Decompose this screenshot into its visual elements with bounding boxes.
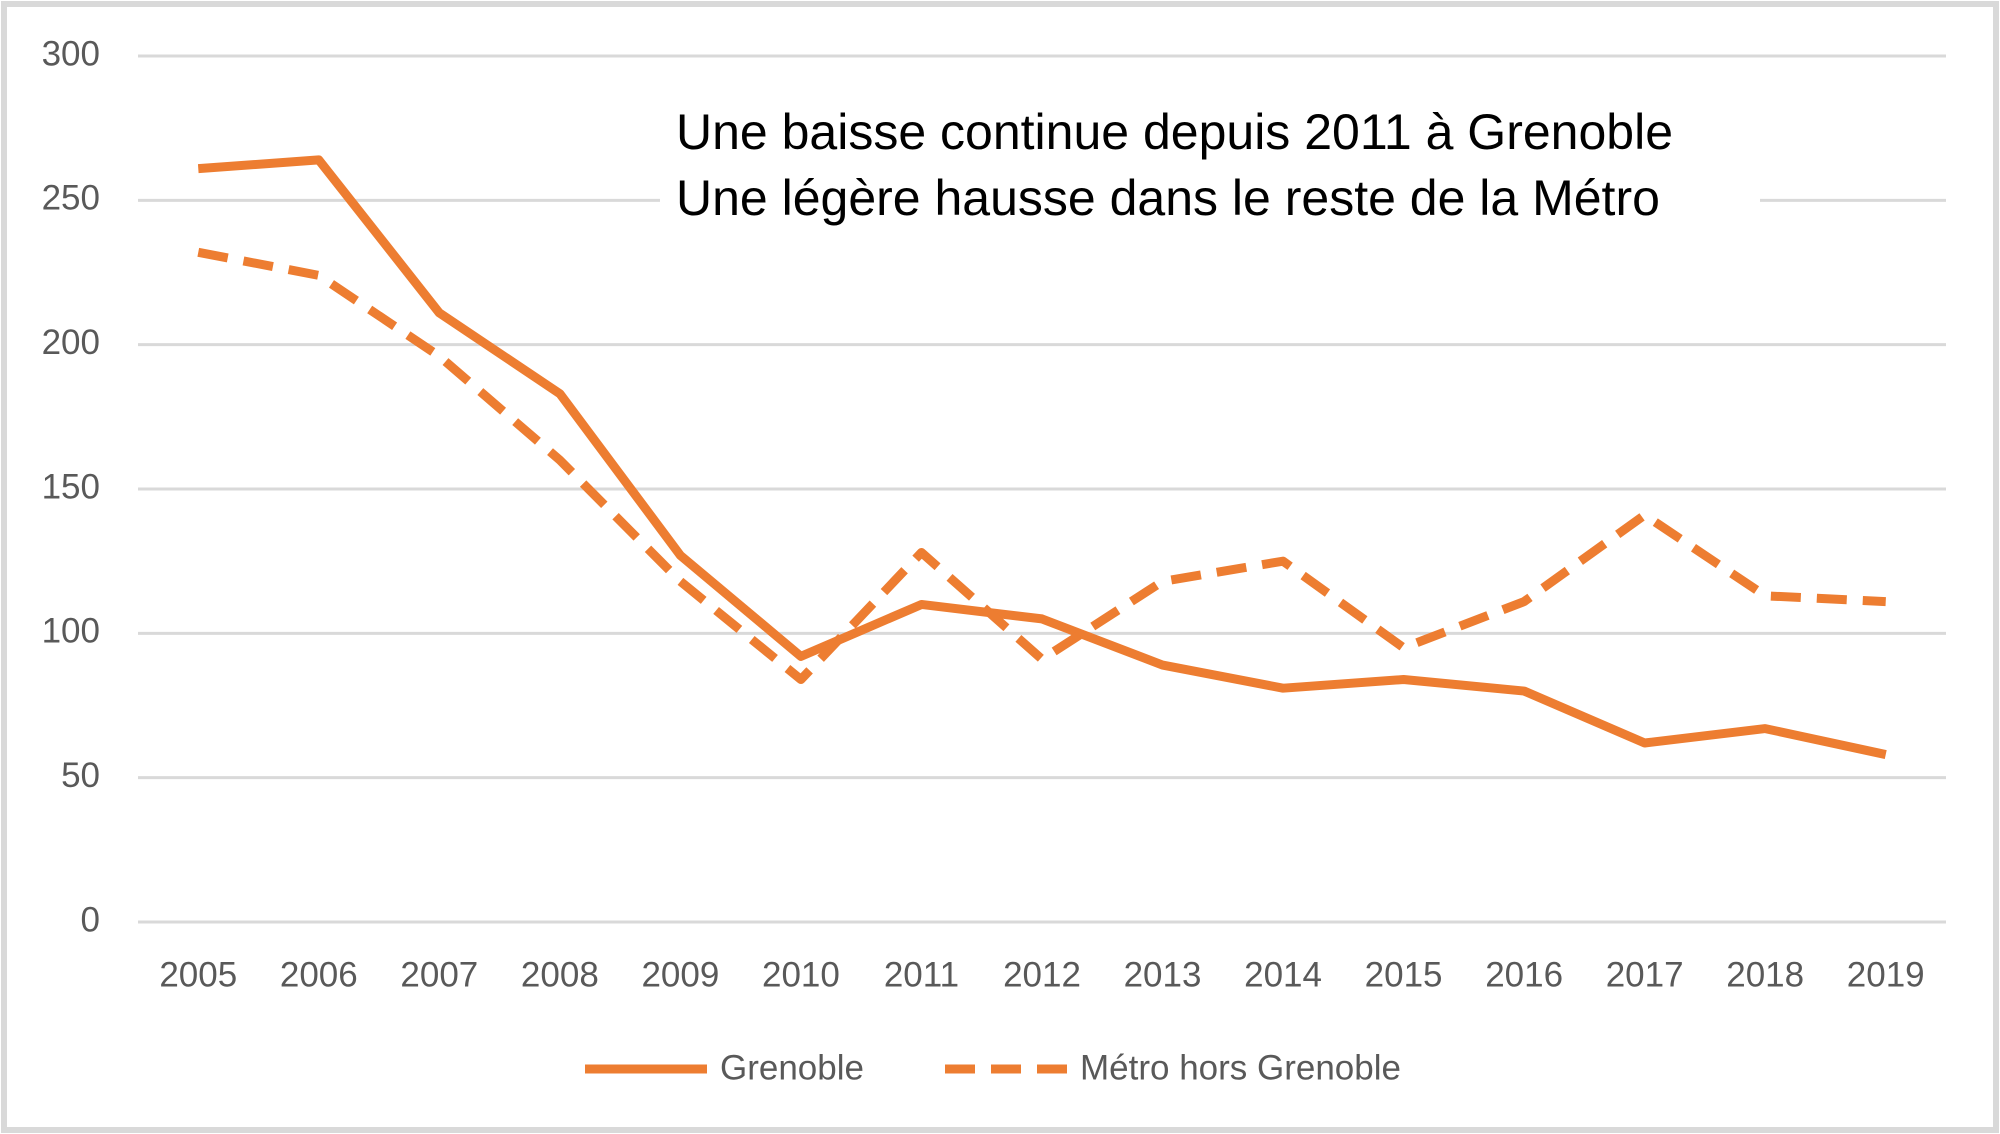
- x-tick-label: 2006: [280, 955, 358, 994]
- series-line: [197, 155, 1887, 759]
- y-tick-label: 50: [61, 756, 100, 795]
- legend-label: Métro hors Grenoble: [1080, 1048, 1401, 1087]
- x-tick-label: 2018: [1726, 955, 1804, 994]
- y-tick-label: 0: [81, 900, 100, 939]
- x-tick-label: 2007: [400, 955, 478, 994]
- y-tick-label: 150: [42, 467, 100, 506]
- x-tick-label: 2011: [884, 955, 959, 994]
- annotation: Une baisse continue depuis 2011 à Grenob…: [676, 104, 1673, 160]
- x-tick-label: 2010: [762, 955, 840, 994]
- annotation: Une légère hausse dans le reste de la Mé…: [676, 170, 1660, 226]
- annotation-bg: [660, 100, 1760, 240]
- x-tick-label: 2005: [159, 955, 237, 994]
- series-line: [197, 247, 1886, 685]
- x-tick-label: 2019: [1847, 955, 1925, 994]
- legend-label: Grenoble: [720, 1048, 864, 1087]
- x-tick-label: 2012: [1003, 955, 1081, 994]
- y-tick-label: 250: [42, 179, 100, 218]
- x-tick-label: 2016: [1485, 955, 1563, 994]
- y-tick-label: 100: [42, 612, 100, 651]
- y-tick-label: 200: [42, 323, 100, 362]
- x-tick-label: 2017: [1606, 955, 1684, 994]
- x-tick-label: 2009: [641, 955, 719, 994]
- y-tick-label: 300: [42, 34, 100, 73]
- x-tick-label: 2008: [521, 955, 599, 994]
- x-tick-label: 2013: [1124, 955, 1202, 994]
- x-tick-label: 2014: [1244, 955, 1322, 994]
- x-tick-label: 2015: [1365, 955, 1443, 994]
